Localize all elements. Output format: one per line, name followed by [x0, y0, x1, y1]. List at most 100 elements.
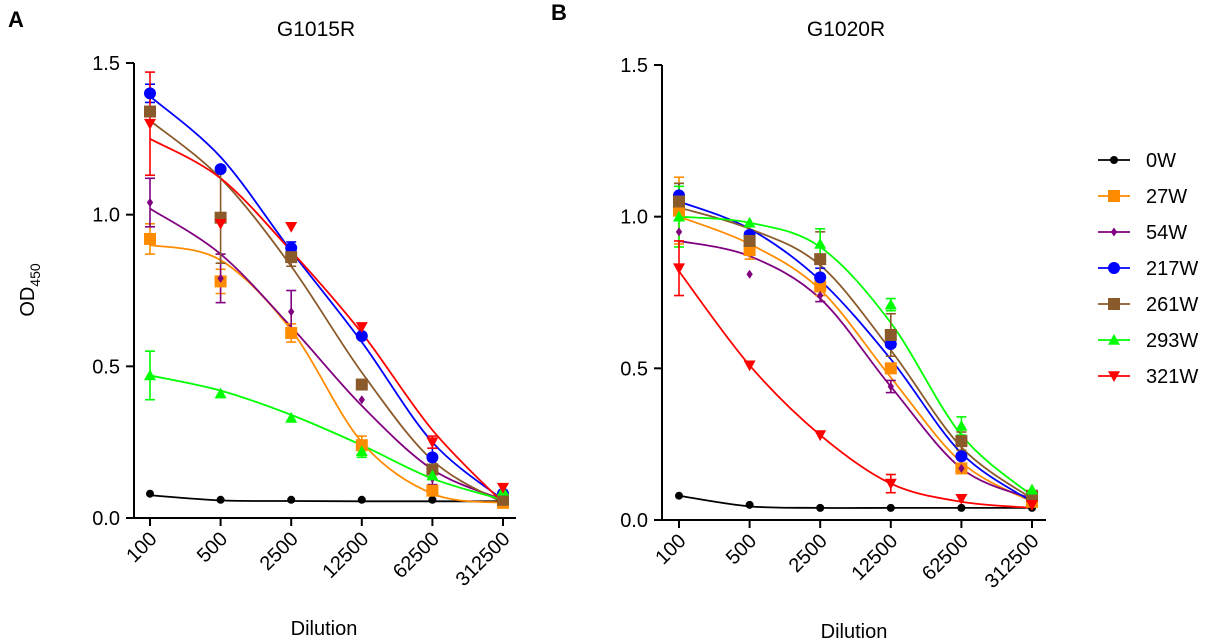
panel-a-x-tick-label: 62500 [389, 528, 444, 583]
panel-a-point-293W [285, 411, 298, 423]
panel-a-point-0W [216, 495, 225, 504]
panel-b-y-tick-label: 1.5 [620, 55, 648, 77]
panel-b-point-217W [884, 338, 897, 351]
panel-a-point-217W [144, 87, 156, 100]
panel-b-point-0W [957, 503, 966, 512]
panel-b-x-tick-label: 2500 [785, 530, 832, 577]
panel-a-point-217W [426, 451, 439, 464]
panel-a-fit-217W [149, 95, 504, 501]
panel-b-point-0W [886, 503, 895, 512]
panel-b-x-tick-label: 12500 [847, 530, 902, 585]
panel-b-fit-0W [678, 494, 1032, 509]
legend-marker-0W [1110, 156, 1118, 164]
panel-a-point-0W [287, 495, 296, 504]
panel-a-point-293W [144, 369, 156, 381]
panel-a-y-axis-label-subscript: 450 [27, 263, 43, 287]
panel-a: A G1015R OD450 Dilution 0.0 0.5 1.0 1.5 100 5… [8, 7, 516, 640]
panel-b-x-axis-label: Dilution [821, 621, 888, 643]
panel-b-point-27W [814, 280, 827, 293]
panel-b-y-tick-label: 0.5 [620, 358, 648, 380]
panel-a-point-293W [214, 387, 227, 399]
panel-a-point-321W [214, 218, 227, 230]
panel-b-point-54W [675, 227, 683, 237]
panel-a-x-tick-label: 312500 [452, 528, 515, 591]
panel-b-point-54W [958, 463, 965, 473]
legend-marker-27W [1108, 190, 1120, 202]
panel-a-point-54W [288, 307, 295, 317]
panel-b-point-293W [955, 419, 968, 431]
panel-a-point-321W [355, 322, 368, 333]
panel-a-point-261W [285, 251, 298, 264]
panel-a-point-261W [355, 378, 368, 391]
panel-a-x-tick-label: 2500 [256, 528, 303, 575]
panel-a-point-261W [426, 463, 439, 476]
panel-b-point-321W [814, 430, 827, 442]
panel-a-point-293W [426, 469, 439, 481]
legend-marker-217W [1108, 262, 1120, 274]
legend-label-293W: 293W [1146, 330, 1198, 352]
panel-b-point-321W [1026, 500, 1038, 511]
legend: 0W 27W 54W 217W 261W 293W 321W [1098, 150, 1198, 388]
panel-a-y-axis-label-main: OD [17, 287, 39, 317]
panel-b-fit-321W [678, 270, 1033, 509]
legend-marker-321W [1108, 371, 1120, 382]
panel-a-point-54W [358, 395, 365, 405]
legend-marker-261W [1108, 298, 1120, 310]
panel-b-fit-27W [678, 215, 1033, 503]
panel-b-point-261W [884, 328, 897, 341]
panel-b-point-321W [955, 493, 968, 505]
panel-a-point-261W [144, 105, 156, 118]
panel-a-point-0W [146, 489, 154, 498]
panel-b-point-54W [817, 291, 824, 301]
panel-b-point-27W [884, 362, 897, 375]
panel-a-point-54W [217, 273, 224, 283]
panel-b-point-321W [743, 360, 756, 372]
panel-b-point-293W [673, 210, 685, 222]
panel-a-fit-27W [149, 244, 504, 504]
panel-a-title: G1015R [277, 18, 355, 41]
panel-b-y-tick-label: 1.0 [620, 207, 648, 229]
panel-b-point-0W [675, 491, 683, 500]
panel-b: B G1020R Dilution 0.0 0.5 1.0 1.5 100 500 2500… [551, 0, 1046, 643]
panel-a-y-tick-label: 1.0 [92, 205, 120, 227]
panel-a-point-27W [144, 232, 156, 245]
panel-a-point-0W [428, 495, 437, 504]
panel-b-point-27W [743, 244, 756, 257]
panel-b-fit-261W [678, 206, 1033, 500]
panel-b-fit-293W [678, 215, 1033, 497]
panel-a-point-321W [426, 437, 439, 449]
panel-b-x-tick-label: 500 [722, 530, 761, 569]
panel-a-y-tick-label: 1.5 [92, 53, 120, 75]
legend-label-217W: 217W [1146, 258, 1198, 280]
panel-b-x-tick-label: 62500 [918, 530, 973, 585]
panel-a-point-54W [146, 198, 154, 208]
legend-label-261W: 261W [1146, 294, 1198, 316]
legend-label-27W: 27W [1146, 186, 1187, 208]
panel-a-x-tick-label: 12500 [318, 528, 373, 583]
panel-a-point-321W [497, 482, 509, 494]
panel-a-point-217W [285, 242, 298, 255]
panel-b-point-293W [814, 237, 827, 249]
panel-a-point-293W [355, 445, 368, 457]
panel-b-fit-217W [678, 200, 1033, 503]
panel-b-point-293W [743, 216, 756, 228]
panel-b-point-261W [814, 253, 827, 266]
panel-a-y-tick-label: 0.0 [92, 508, 120, 530]
panel-b-point-293W [884, 298, 897, 310]
panel-b-letter: B [551, 0, 567, 25]
panel-a-x-axis-label: Dilution [291, 618, 358, 640]
panel-b-y-tick-label: 0.0 [620, 510, 648, 532]
panel-b-point-293W [1026, 483, 1038, 495]
panel-b-point-321W [673, 263, 685, 275]
panel-a-point-27W [355, 439, 368, 452]
panel-b-point-54W [746, 269, 753, 279]
panel-a-fit-321W [149, 138, 504, 504]
panel-a-point-0W [357, 495, 366, 504]
panel-a-fit-261W [149, 119, 504, 504]
legend-marker-293W [1108, 334, 1120, 345]
panel-b-point-261W [955, 435, 968, 448]
legend-marker-54W [1110, 227, 1118, 237]
panel-a-x-tick-label: 100 [122, 528, 161, 567]
panel-b-point-0W [816, 503, 825, 512]
